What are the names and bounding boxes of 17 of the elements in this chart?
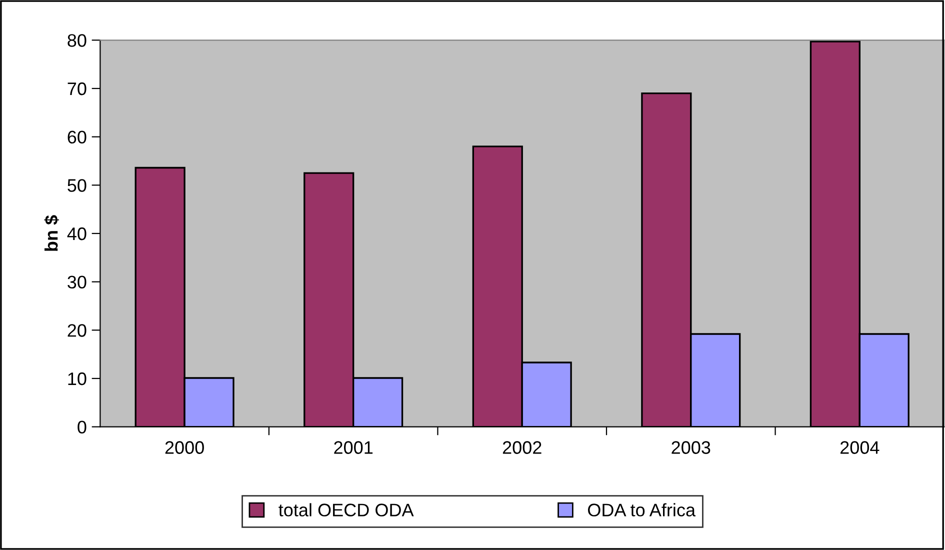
y-tick-label: 0 xyxy=(78,420,86,434)
y-tick-label: 70 xyxy=(68,82,86,96)
y-tick-label: 60 xyxy=(68,130,86,144)
y-tick-label: 50 xyxy=(68,179,86,192)
y-tick-label: 80 xyxy=(68,34,86,47)
y-tick-label: 10 xyxy=(68,372,86,386)
x-tick-label: 2002 xyxy=(502,441,542,454)
y-axis-title: bn $ xyxy=(44,215,59,251)
legend-label: total OECD ODA xyxy=(278,503,414,516)
x-tick-label: 2004 xyxy=(840,441,880,454)
x-tick-label: 2000 xyxy=(165,441,204,454)
y-tick-label: 40 xyxy=(67,227,86,240)
y-tick-label: 30 xyxy=(68,276,86,289)
legend-label: ODA to Africa xyxy=(588,503,696,516)
x-tick-label: 2001 xyxy=(334,441,373,454)
x-tick-label: 2003 xyxy=(672,441,710,454)
y-tick-label: 20 xyxy=(68,324,86,337)
